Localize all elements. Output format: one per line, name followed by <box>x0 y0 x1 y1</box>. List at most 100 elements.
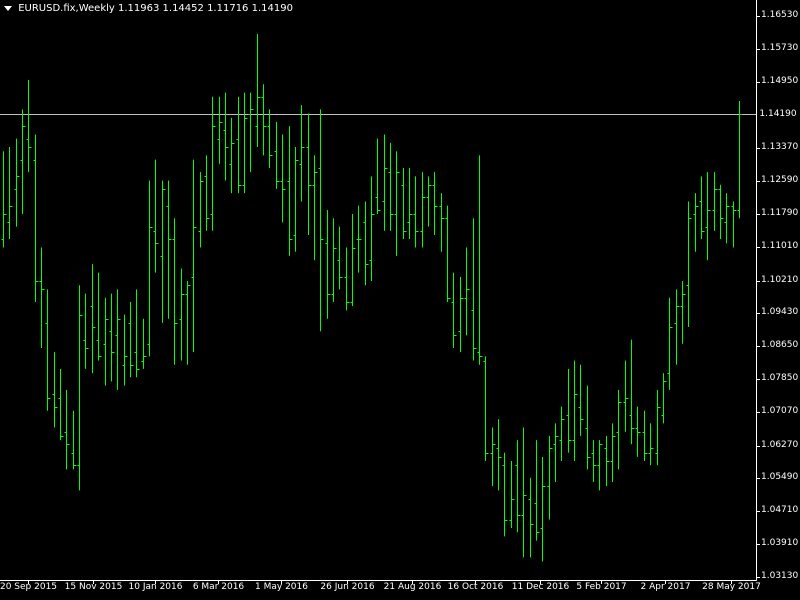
ohlc-bar <box>198 172 204 248</box>
ohlc-bar <box>496 419 502 491</box>
ohlc-bar <box>426 176 432 227</box>
ohlc-bar <box>14 138 20 227</box>
y-tick-label: 1.13370 <box>761 141 799 152</box>
ohlc-bar <box>172 218 178 365</box>
ohlc-bar <box>52 352 58 428</box>
x-tick-label: 1 May 2016 <box>255 582 308 592</box>
chart-frame <box>0 0 757 581</box>
dropdown-arrow-icon[interactable] <box>4 6 12 11</box>
ohlc-bar <box>451 272 457 348</box>
ohlc-bar <box>185 281 191 365</box>
ohlc-bar <box>585 385 591 470</box>
ohlc-bar <box>331 218 337 302</box>
ohlc-bar <box>1 151 7 248</box>
ohlc-bar <box>559 406 565 462</box>
ohlc-bar <box>77 285 83 491</box>
ohlc-bar <box>477 155 483 365</box>
ohlc-bar <box>680 281 686 344</box>
ohlc-bar <box>236 96 242 194</box>
ohlc-bar <box>648 423 654 466</box>
ohlc-bar <box>661 373 667 424</box>
y-tick-label: 1.11790 <box>761 207 799 218</box>
ohlc-bar <box>731 201 737 248</box>
ohlc-bar <box>445 205 451 302</box>
ohlc-bar <box>394 151 400 256</box>
ohlc-bar <box>667 297 673 390</box>
ohlc-bars <box>1 34 743 562</box>
ohlc-bar <box>166 180 172 319</box>
y-tick-label: 1.12590 <box>761 174 799 185</box>
ohlc-bar <box>553 423 559 482</box>
ohlc-bar <box>623 360 629 432</box>
ohlc-bar <box>217 96 223 164</box>
ohlc-bar <box>686 201 692 328</box>
ohlc-bar <box>458 276 464 353</box>
ohlc-bar <box>515 440 521 533</box>
ohlc-bar <box>204 155 210 231</box>
ohlc-bar <box>724 193 730 244</box>
ohlc-bar <box>325 209 331 319</box>
ohlc-bar <box>274 121 280 189</box>
ohlc-bar <box>540 456 546 562</box>
ohlc-bar <box>375 138 381 215</box>
ohlc-bar <box>306 113 312 235</box>
ohlc-bar <box>33 134 39 302</box>
ohlc-bar <box>655 389 661 466</box>
y-tick-label: 1.10210 <box>761 274 799 285</box>
ohlc-bar <box>58 368 64 441</box>
ohlc-bar <box>287 126 293 256</box>
ohlc-bar <box>616 389 622 470</box>
ohlc-bar <box>509 461 515 529</box>
ohlc-bar <box>318 109 324 332</box>
ohlc-bar <box>591 440 597 482</box>
ohlc-bar <box>20 109 26 215</box>
ohlc-bar <box>629 339 635 445</box>
ohlc-bar <box>578 364 584 436</box>
ohlc-bar <box>242 92 248 194</box>
ohlc-bar <box>674 289 680 365</box>
ohlc-bar <box>712 172 718 231</box>
ohlc-bar <box>115 289 121 390</box>
ohlc-bar <box>521 427 527 558</box>
ohlc-bar <box>255 34 261 148</box>
ohlc-values: 1.11963 1.14452 1.11716 1.14190 <box>118 3 293 14</box>
x-tick-label: 21 Aug 2016 <box>383 582 442 592</box>
ohlc-bar <box>597 440 603 491</box>
chart-header: EURUSD.fix,Weekly 1.11963 1.14452 1.1171… <box>4 3 293 15</box>
ohlc-bar <box>248 92 254 173</box>
ohlc-bar <box>483 356 489 462</box>
ohlc-bar <box>490 427 496 487</box>
y-tick-label: 1.11010 <box>761 240 799 251</box>
ohlc-bar <box>610 423 616 482</box>
y-tick-label: 1.07070 <box>761 405 799 416</box>
ohlc-bar <box>103 297 109 386</box>
ohlc-bar <box>420 172 426 248</box>
ohlc-bar <box>464 247 470 336</box>
y-tick-label: 1.16530 <box>761 9 799 20</box>
ohlc-bar <box>693 193 699 252</box>
ohlc-bar <box>382 134 388 231</box>
ohlc-bar <box>7 147 13 240</box>
x-tick-label: 16 Oct 2016 <box>447 582 504 592</box>
current-price-tag: 1.14190 <box>757 107 799 121</box>
x-tick-label: 28 May 2017 <box>702 582 761 592</box>
x-tick-label: 6 Mar 2016 <box>192 582 245 592</box>
ohlc-bar <box>134 289 140 378</box>
ohlc-bar <box>261 84 267 156</box>
y-tick-label: 1.15730 <box>761 42 799 53</box>
ohlc-bar <box>280 134 286 223</box>
x-tick-label: 20 Sep 2015 <box>0 582 58 592</box>
ohlc-bar <box>141 318 147 369</box>
ohlc-bar <box>147 180 153 357</box>
ohlc-bar <box>344 247 350 311</box>
ohlc-bar <box>705 172 711 261</box>
ohlc-bar <box>388 142 394 231</box>
y-tick-label: 1.09430 <box>761 306 799 317</box>
x-tick-label: 2 Apr 2017 <box>640 582 691 592</box>
ohlc-bar <box>153 159 159 273</box>
ohlc-bar <box>642 410 648 462</box>
y-tick-label: 1.04710 <box>761 504 799 515</box>
ohlc-bar <box>90 264 96 374</box>
